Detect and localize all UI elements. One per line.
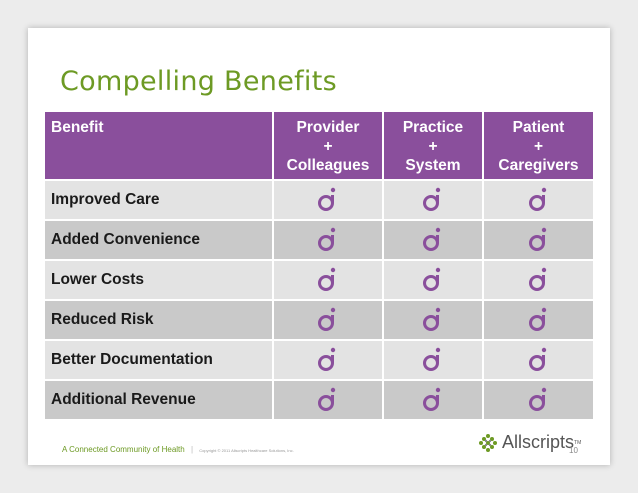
benefit-mark-cell — [383, 299, 484, 340]
purple-circle-dot-icon — [318, 187, 336, 211]
header-line: Patient — [512, 119, 565, 136]
header-line: + — [428, 138, 438, 155]
purple-circle-dot-icon — [528, 347, 546, 371]
benefit-mark-cell — [383, 219, 484, 260]
benefit-mark-cell — [483, 379, 593, 419]
benefit-mark-cell — [483, 339, 593, 380]
header-provider-colleagues: Provider + Colleagues — [273, 112, 384, 180]
table-row: Better Documentation — [45, 339, 593, 380]
allscripts-logo: Allscripts TM — [478, 432, 581, 453]
purple-circle-dot-icon — [318, 347, 336, 371]
logo-name: Allscripts — [502, 432, 575, 452]
benefit-mark-cell — [273, 379, 384, 419]
slide: Compelling Benefits Benefit Provider + C… — [28, 28, 610, 465]
benefit-mark-cell — [483, 219, 593, 260]
purple-circle-dot-icon — [423, 307, 441, 331]
purple-circle-dot-icon — [423, 227, 441, 251]
purple-circle-dot-icon — [318, 227, 336, 251]
purple-circle-dot-icon — [528, 227, 546, 251]
benefit-mark-cell — [273, 219, 384, 260]
footer-copyright: Copyright © 2011 Allscripts Healthcare S… — [199, 448, 294, 453]
purple-circle-dot-icon — [528, 387, 546, 411]
benefit-mark-cell — [273, 299, 384, 340]
table-header-row: Benefit Provider + Colleagues Practice +… — [45, 112, 593, 180]
footer-tagline-block: A Connected Community of Health | Copyri… — [62, 445, 294, 454]
benefit-mark-cell — [483, 179, 593, 220]
purple-circle-dot-icon — [528, 307, 546, 331]
purple-circle-dot-icon — [528, 187, 546, 211]
page-number: 10 — [569, 446, 578, 455]
benefit-label: Improved Care — [45, 179, 274, 220]
purple-circle-dot-icon — [528, 267, 546, 291]
benefit-label: Better Documentation — [45, 339, 274, 380]
table-row: Lower Costs — [45, 259, 593, 300]
benefit-mark-cell — [273, 259, 384, 300]
benefit-mark-cell — [383, 179, 484, 220]
purple-circle-dot-icon — [423, 267, 441, 291]
purple-circle-dot-icon — [318, 267, 336, 291]
header-line: Practice — [402, 119, 464, 136]
header-line: Provider — [296, 119, 360, 136]
header-line: Colleagues — [286, 157, 370, 174]
header-practice-system: Practice + System — [383, 112, 484, 180]
benefit-mark-cell — [383, 379, 484, 419]
table-row: Reduced Risk — [45, 299, 593, 340]
allscripts-logo-icon — [479, 433, 497, 452]
header-line: + — [533, 138, 544, 155]
benefit-mark-cell — [273, 339, 384, 380]
benefit-mark-cell — [483, 259, 593, 300]
purple-circle-dot-icon — [423, 347, 441, 371]
header-benefit: Benefit — [45, 112, 274, 180]
benefit-mark-cell — [383, 339, 484, 380]
benefits-table: Benefit Provider + Colleagues Practice +… — [45, 112, 593, 419]
table-row: Additional Revenue — [45, 379, 593, 419]
footer-tagline: A Connected Community of Health — [62, 445, 185, 454]
logo-trademark: TM — [574, 439, 582, 446]
purple-circle-dot-icon — [423, 187, 441, 211]
benefit-label: Additional Revenue — [45, 379, 274, 419]
benefit-label: Reduced Risk — [45, 299, 274, 340]
purple-circle-dot-icon — [318, 307, 336, 331]
purple-circle-dot-icon — [423, 387, 441, 411]
header-line: + — [323, 138, 333, 155]
slide-title: Compelling Benefits — [60, 66, 337, 97]
benefit-mark-cell — [483, 299, 593, 340]
table-row: Added Convenience — [45, 219, 593, 260]
purple-circle-dot-icon — [318, 387, 336, 411]
table-row: Improved Care — [45, 179, 593, 220]
footer-separator: | — [190, 445, 194, 454]
benefit-mark-cell — [273, 179, 384, 220]
header-line: Caregivers — [498, 157, 579, 174]
header-patient-caregivers: Patient + Caregivers — [483, 112, 593, 180]
benefit-label: Added Convenience — [45, 219, 274, 260]
benefit-mark-cell — [383, 259, 484, 300]
header-line: System — [405, 157, 461, 174]
benefit-label: Lower Costs — [45, 259, 274, 300]
